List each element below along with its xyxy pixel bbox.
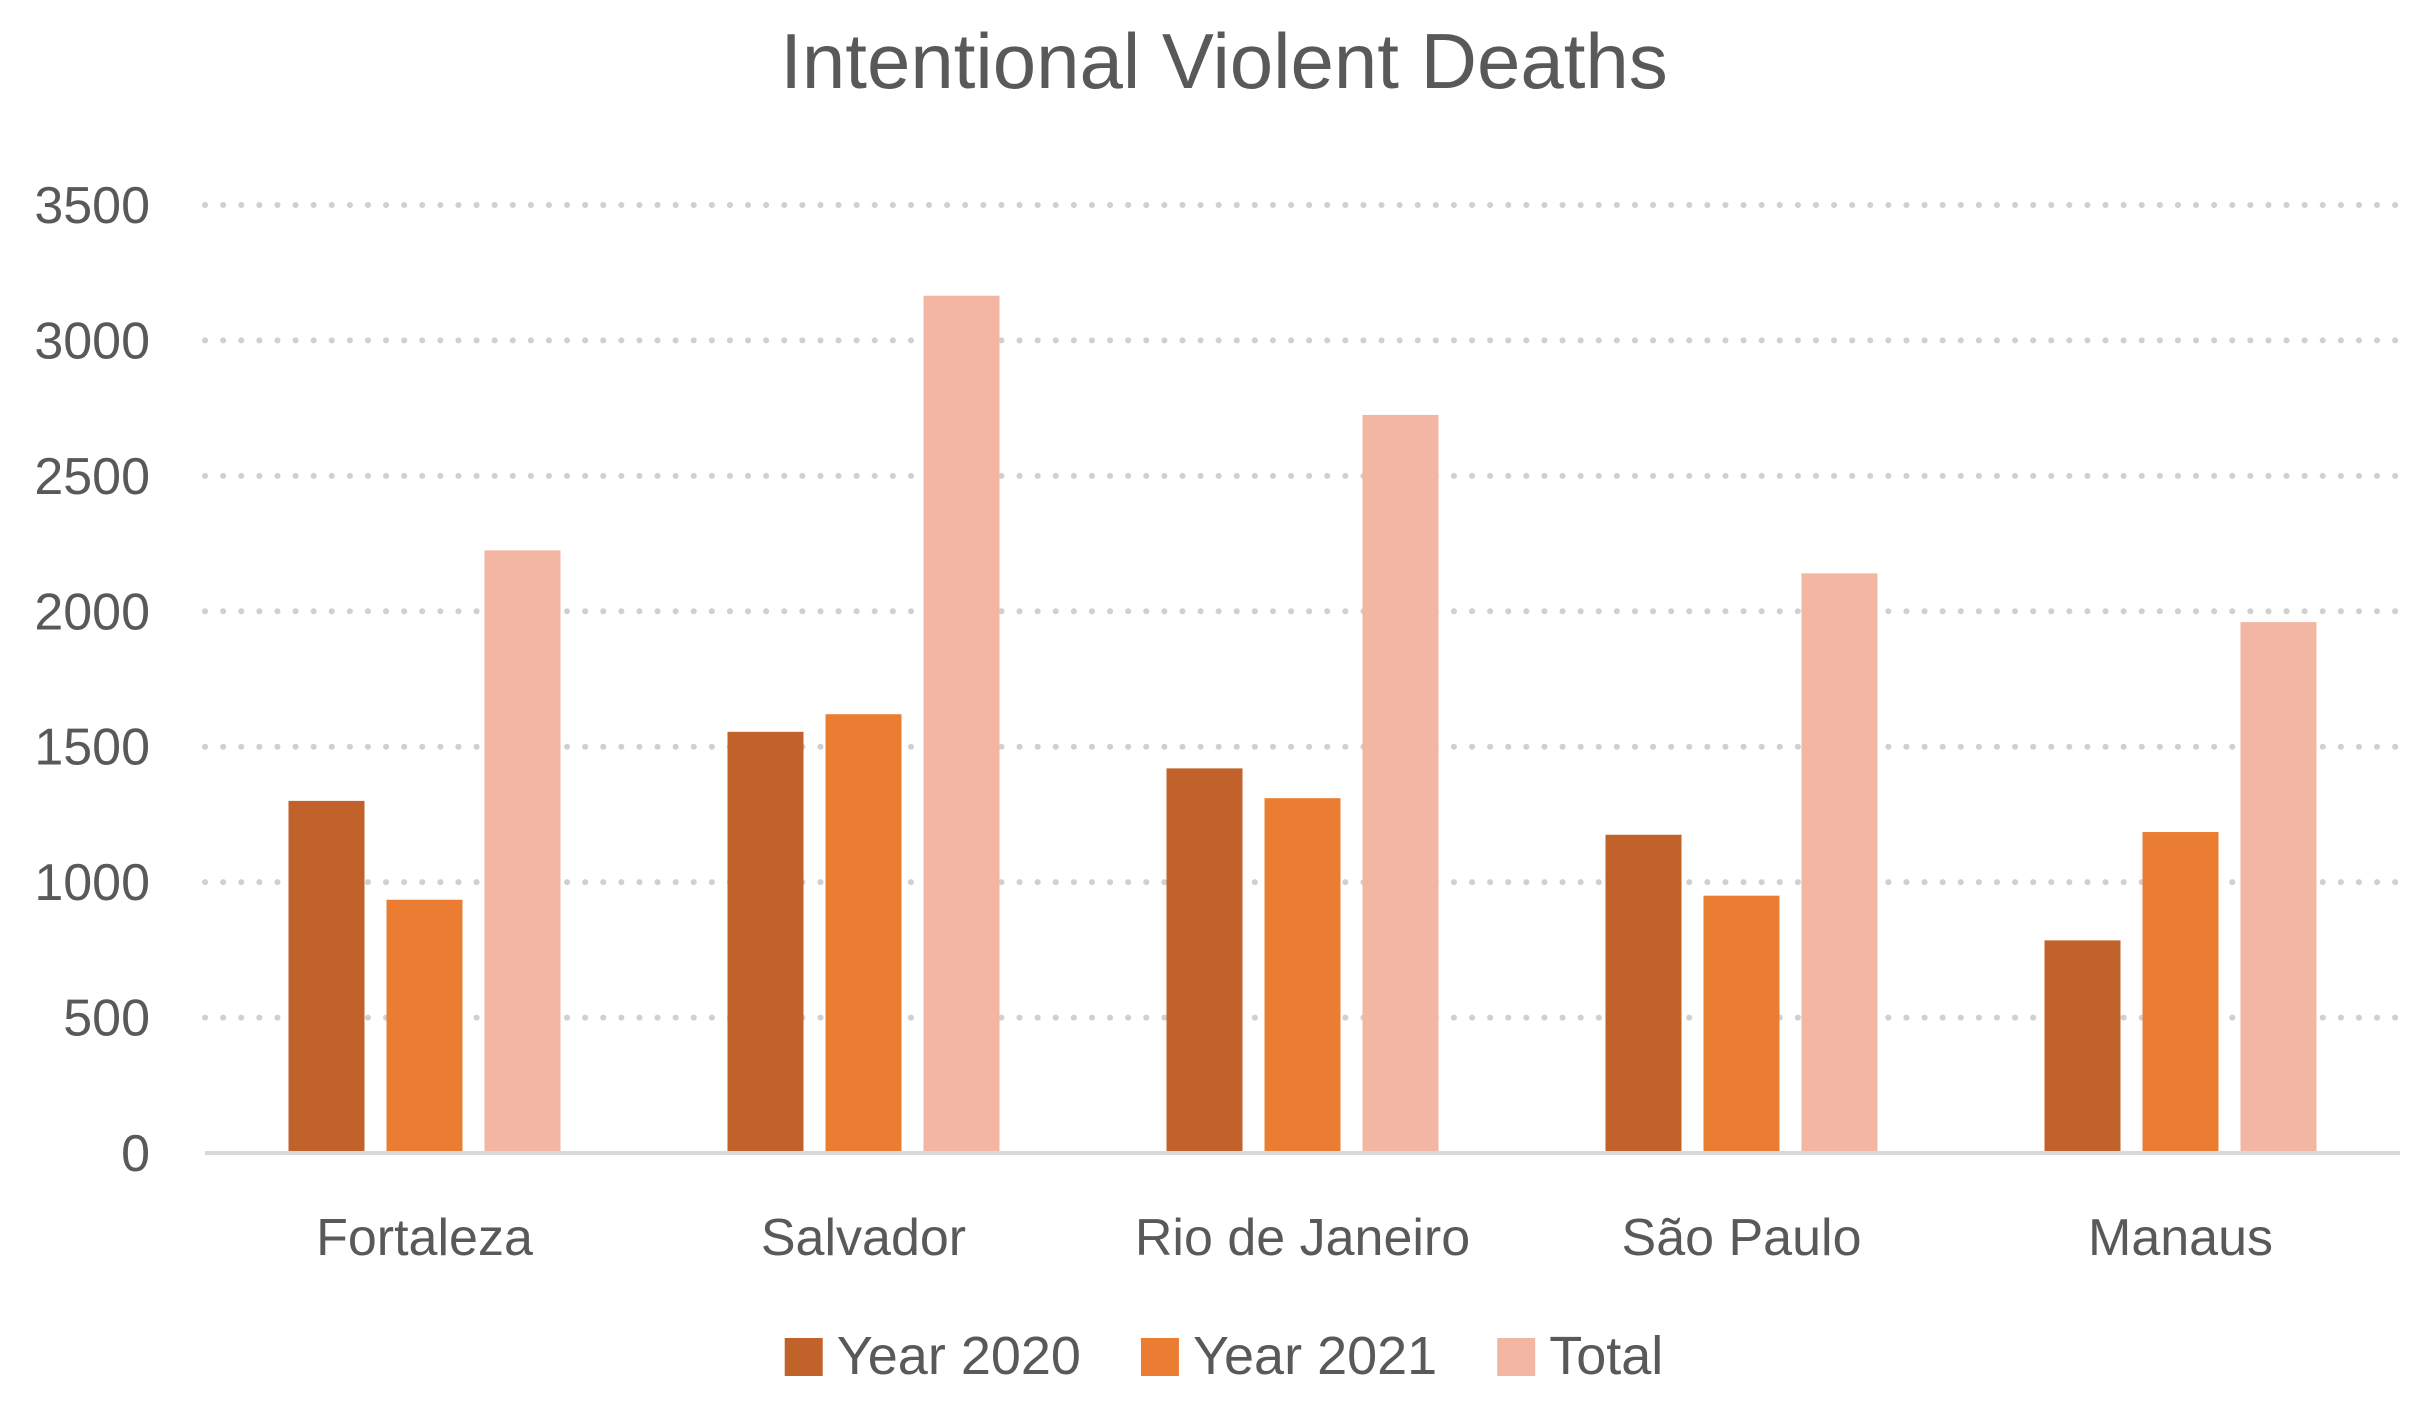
bar-year-2021-são-paulo [1703,895,1780,1153]
y-tick-label: 1000 [34,854,150,912]
bar-year-2020-rio-de-janeiro [1166,768,1243,1153]
x-axis-categories: Fortaleza Salvador Rio de Janeiro São Paulo… [316,1209,2273,1267]
bar-year-2020-são-paulo [1605,834,1682,1153]
legend-swatch [784,1338,823,1376]
bar-year-2021-salvador [825,714,902,1153]
bar-total-rio-de-janeiro [1362,414,1439,1153]
x-category-label: Fortaleza [316,1209,533,1267]
bar-year-2020-salvador [727,731,804,1153]
bar-year-2021-manaus [2142,832,2219,1153]
legend-swatch [1140,1338,1179,1376]
bar-total-salvador [923,295,1000,1153]
legend-label: Year 2021 [1193,1326,1437,1386]
gridlines [202,202,2403,1021]
legend: Year 2020 Year 2021 Total [784,1326,1663,1386]
y-axis-ticks: 0 500 1000 1500 2000 2500 3000 3500 [34,177,150,1183]
bar-year-2020-fortaleza [288,800,365,1153]
y-tick-label: 3500 [34,177,150,235]
bar-year-2020-manaus [2044,940,2121,1153]
bar-total-manaus [2240,622,2317,1153]
y-tick-label: 2000 [34,583,150,641]
y-tick-label: 500 [63,990,150,1048]
y-tick-label: 2500 [34,448,150,506]
chart-title: Intentional Violent Deaths [780,17,1668,105]
y-tick-label: 3000 [34,312,150,370]
legend-label: Year 2020 [837,1326,1081,1386]
bar-year-2021-rio-de-janeiro [1264,798,1341,1153]
legend-label: Total [1549,1326,1663,1386]
bars [288,295,2317,1153]
bar-year-2021-fortaleza [386,899,463,1153]
bar-total-são-paulo [1801,573,1878,1153]
legend-swatch [1497,1338,1536,1376]
y-tick-label: 1500 [34,719,150,777]
x-category-label: Manaus [2088,1209,2273,1267]
x-category-label: São Paulo [1622,1209,1862,1267]
y-tick-label: 0 [121,1125,150,1183]
x-category-label: Salvador [761,1209,966,1267]
bar-total-fortaleza [484,550,561,1153]
x-category-label: Rio de Janeiro [1135,1209,1470,1267]
